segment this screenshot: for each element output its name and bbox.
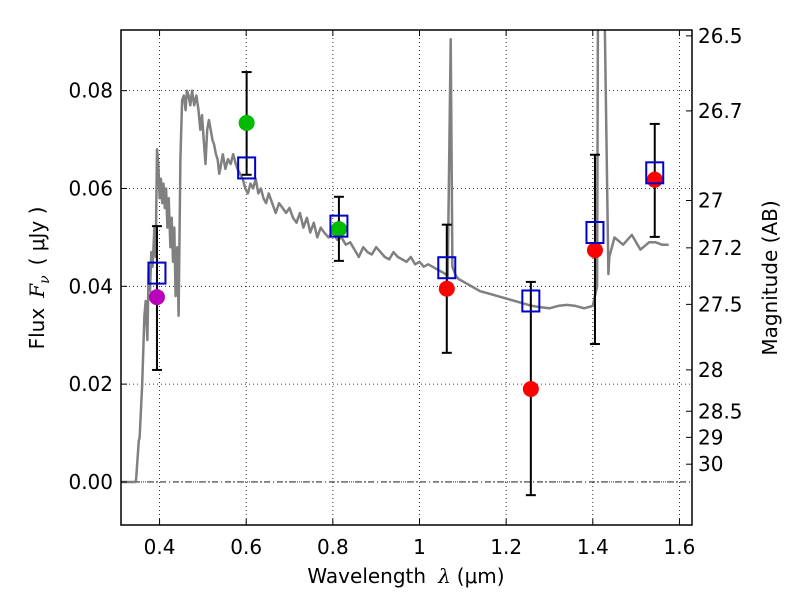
plot-frame [120, 29, 693, 526]
y2-tick-label: 30 [698, 452, 723, 476]
x-axis-label: Wavelength λ (μm) [307, 564, 504, 588]
y-tick-label: 0.00 [68, 470, 113, 494]
model-flux-square [645, 161, 665, 185]
y2-tick-label: 29 [698, 425, 723, 449]
model-spectrum-line [121, 30, 669, 484]
model-flux-square [237, 156, 257, 180]
observed-flux-point [586, 242, 603, 259]
x-tick-label: 0.6 [230, 535, 262, 559]
y2-tick-label: 26.5 [698, 24, 743, 48]
x-tick-label: 1 [413, 535, 426, 559]
x-tick-label: 0.8 [317, 535, 349, 559]
x-tick-label: 1.2 [490, 535, 522, 559]
y-tick-label: 0.06 [68, 176, 113, 200]
observed-flux-point [646, 171, 663, 188]
observed-flux-point [238, 114, 255, 131]
observed-flux-point [330, 221, 347, 238]
y2-tick-label: 27.5 [698, 292, 743, 316]
y-tick-label: 0.04 [68, 274, 113, 298]
y-tick-label: 0.08 [68, 79, 113, 103]
x-tick-label: 1.6 [664, 535, 696, 559]
y-axis-label: FluxFν( μJy ) [25, 207, 53, 350]
model-flux-square [437, 256, 457, 280]
model-flux-square [147, 261, 167, 285]
y2-tick-label: 28.5 [698, 399, 743, 423]
y2-tick-label: 26.7 [698, 99, 743, 123]
y2-axis-label: Magnitude (AB) [758, 200, 782, 355]
observed-flux-point [522, 381, 539, 398]
y2-tick-label: 28 [698, 358, 723, 382]
observed-flux-point [148, 289, 165, 306]
x-tick-label: 1.4 [577, 535, 609, 559]
model-flux-square [521, 289, 541, 313]
y2-tick-label: 27 [698, 188, 723, 212]
model-flux-square [329, 214, 349, 238]
observed-flux-point [438, 280, 455, 297]
y-tick-label: 0.02 [68, 372, 113, 396]
model-flux-square [585, 221, 605, 244]
grid [121, 30, 692, 525]
y2-tick-label: 27.2 [698, 236, 743, 260]
x-tick-label: 0.4 [144, 535, 176, 559]
